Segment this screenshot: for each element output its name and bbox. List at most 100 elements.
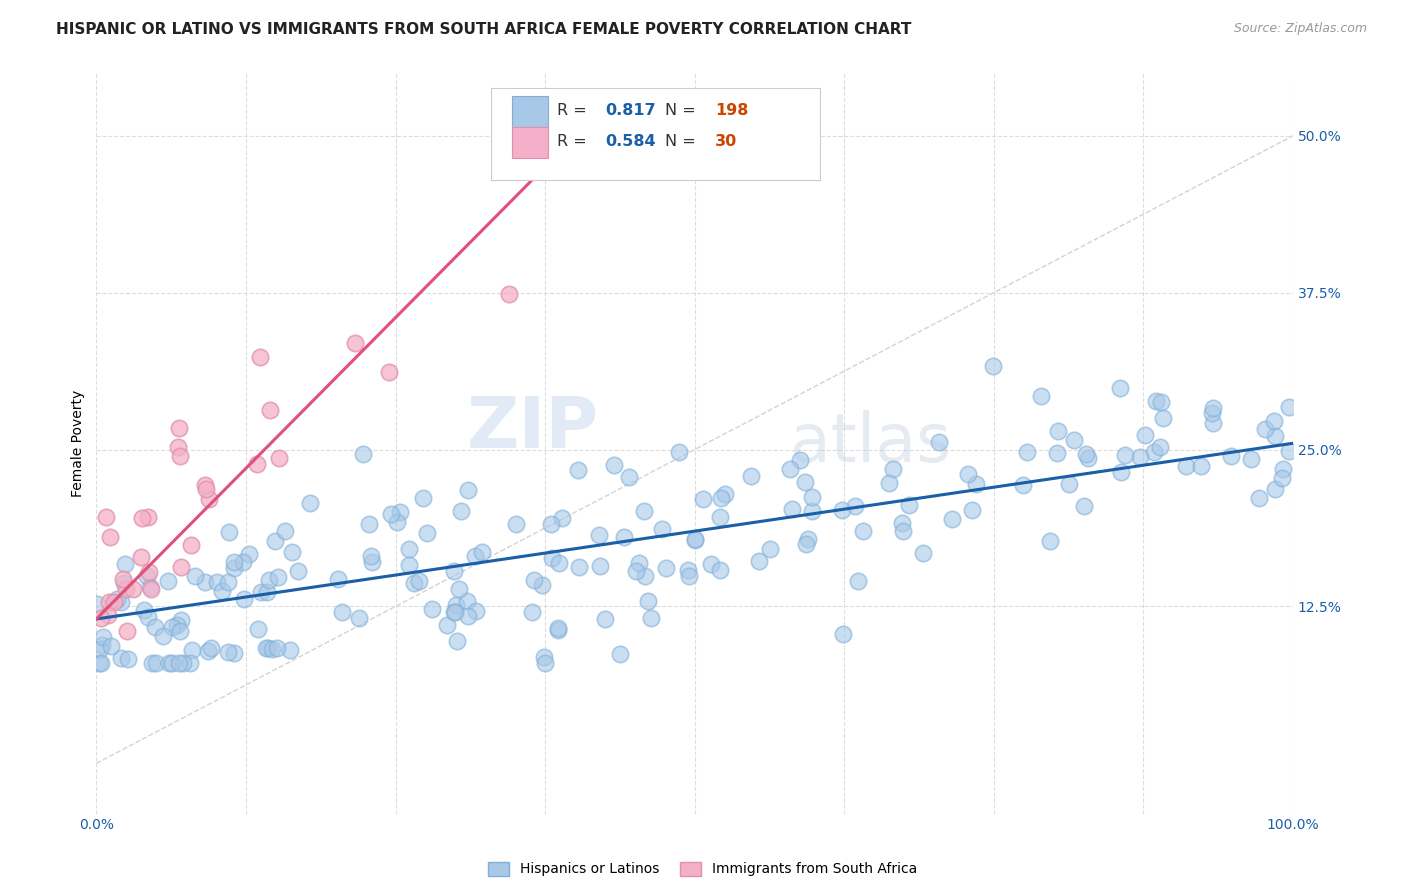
Point [714, 487, 737, 501]
Point [184, 569, 207, 583]
Text: N =: N = [665, 134, 696, 149]
Point [1249, 491, 1271, 505]
Point [1063, 434, 1085, 448]
Point [637, 594, 659, 608]
Point [456, 594, 478, 608]
Point [408, 574, 430, 588]
Point [181, 642, 204, 657]
Point [389, 505, 412, 519]
Point [882, 462, 904, 476]
Point [91, 630, 114, 644]
Point [780, 501, 803, 516]
Point [759, 541, 782, 556]
Point [160, 619, 183, 633]
Point [640, 611, 662, 625]
Point [1189, 458, 1212, 473]
Point [138, 510, 160, 524]
Point [232, 556, 254, 570]
Point [247, 622, 270, 636]
Point [1219, 450, 1241, 464]
Point [779, 462, 801, 476]
Point [179, 656, 201, 670]
Point [131, 511, 153, 525]
Point [457, 483, 479, 497]
Point [260, 641, 283, 656]
Point [627, 556, 650, 570]
Point [547, 624, 569, 638]
Point [965, 476, 987, 491]
Point [200, 640, 222, 655]
Point [254, 640, 277, 655]
Point [609, 647, 631, 661]
Point [90, 611, 112, 625]
Point [238, 547, 260, 561]
Point [218, 525, 240, 540]
Point [166, 618, 188, 632]
Point [97, 595, 120, 609]
Point [87, 656, 110, 670]
Point [167, 440, 190, 454]
Point [981, 359, 1004, 374]
Point [1175, 459, 1198, 474]
Point [110, 595, 132, 609]
Point [794, 475, 817, 489]
Point [443, 564, 465, 578]
Point [100, 639, 122, 653]
Point [1152, 410, 1174, 425]
Point [1109, 465, 1132, 479]
Point [678, 569, 700, 583]
Point [851, 524, 873, 538]
Point [197, 643, 219, 657]
Point [1057, 477, 1080, 491]
Point [1017, 445, 1039, 459]
Point [281, 545, 304, 559]
Point [1029, 389, 1052, 403]
Point [567, 463, 589, 477]
Point [1109, 381, 1132, 395]
Point [928, 435, 950, 450]
Point [195, 483, 218, 497]
Point [709, 563, 731, 577]
Point [541, 550, 564, 565]
Point [547, 621, 569, 635]
Point [143, 620, 166, 634]
Point [1046, 446, 1069, 460]
Point [1073, 499, 1095, 513]
Point [359, 516, 381, 531]
Point [246, 457, 269, 471]
Point [748, 554, 770, 568]
Point [266, 569, 288, 583]
Point [145, 656, 167, 670]
Point [167, 421, 190, 435]
Point [613, 530, 636, 544]
Point [831, 503, 853, 517]
Point [530, 578, 553, 592]
Point [266, 640, 288, 655]
Point [180, 538, 202, 552]
Point [172, 656, 194, 670]
Point [112, 576, 135, 591]
Text: N =: N = [665, 103, 696, 118]
Point [257, 573, 280, 587]
Point [603, 458, 626, 473]
Point [523, 574, 546, 588]
Point [533, 650, 555, 665]
Point [111, 572, 134, 586]
Point [412, 491, 434, 506]
Point [1150, 395, 1173, 409]
Point [960, 502, 983, 516]
Point [224, 555, 246, 569]
Point [446, 633, 468, 648]
Point [568, 560, 591, 574]
Point [699, 557, 721, 571]
Point [1129, 450, 1152, 464]
Point [122, 582, 145, 597]
Point [1039, 534, 1062, 549]
FancyBboxPatch shape [512, 96, 547, 127]
Point [1278, 401, 1301, 415]
Text: Source: ZipAtlas.com: Source: ZipAtlas.com [1233, 22, 1367, 36]
Legend: Hispanics or Latinos, Immigrants from South Africa: Hispanics or Latinos, Immigrants from So… [481, 855, 925, 883]
Point [1202, 401, 1225, 416]
Point [224, 646, 246, 660]
Point [891, 524, 914, 538]
